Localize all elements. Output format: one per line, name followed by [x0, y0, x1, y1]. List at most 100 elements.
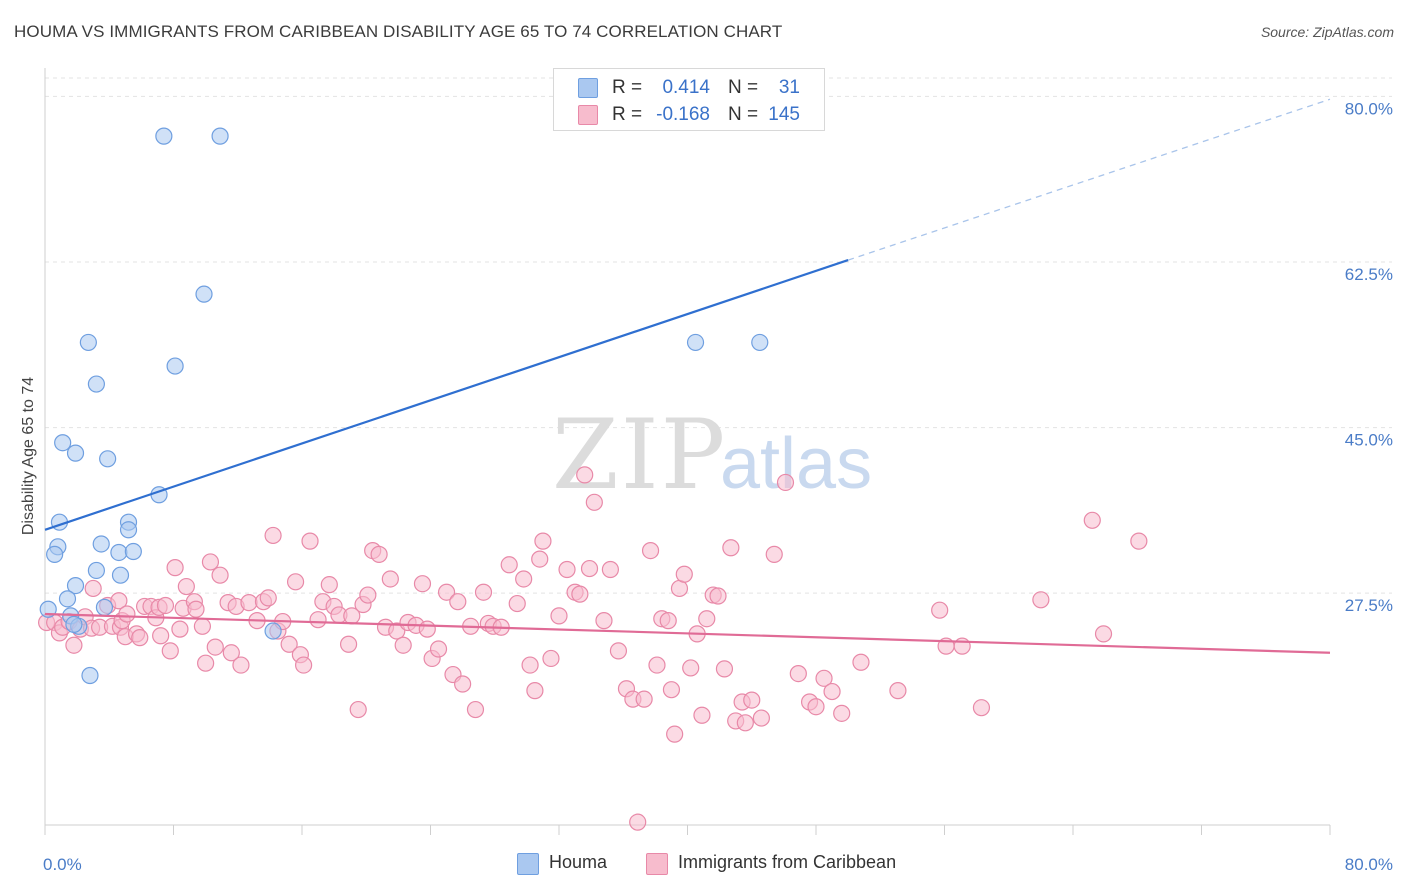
caribbean-point-129 [765, 545, 783, 563]
legend-r-value: 0.414 [662, 77, 710, 98]
data-points [38, 127, 1148, 831]
caribbean-trend-line [44, 612, 1331, 654]
houma-point-21 [58, 590, 77, 608]
caribbean-point-17 [118, 605, 136, 623]
caribbean-point-33 [193, 617, 212, 635]
caribbean-point-82 [474, 583, 493, 601]
houma-point-14 [92, 535, 110, 553]
caribbean-point-61 [349, 700, 367, 719]
caribbean-point-24 [152, 627, 170, 645]
caribbean-point-50 [286, 573, 305, 591]
x-tick-label-max: 80.0% [1345, 855, 1393, 874]
caribbean-point-137 [852, 653, 870, 671]
caribbean-point-53 [301, 532, 319, 550]
chart-source: Source: ZipAtlas.com [1260, 24, 1394, 40]
legend-label-houma: Houma [549, 852, 608, 872]
x-tick-marks [44, 825, 1331, 835]
caribbean-point-28 [171, 620, 189, 638]
caribbean-point-88 [515, 570, 533, 588]
houma-point-4 [166, 357, 184, 375]
caribbean-point-41 [232, 656, 250, 674]
caribbean-point-42 [240, 594, 258, 612]
caribbean-point-34 [197, 654, 215, 672]
houma-point-1 [211, 127, 229, 145]
caribbean-point-109 [648, 656, 666, 674]
caribbean-point-146 [1130, 532, 1148, 550]
gridlines [45, 77, 1392, 594]
caribbean-point-103 [609, 642, 628, 660]
caribbean-point-49 [280, 635, 298, 653]
caribbean-point-123 [722, 539, 740, 557]
caribbean-point-135 [823, 682, 841, 701]
legend-r-label: R = [612, 104, 643, 125]
houma-point-20 [111, 566, 130, 584]
caribbean-point-116 [682, 659, 700, 677]
y-tick-label-0: 27.5% [1345, 596, 1393, 615]
caribbean-point-86 [500, 556, 518, 574]
y-tick-label-3: 80.0% [1345, 99, 1393, 118]
caribbean-point-32 [187, 600, 205, 618]
houma-point-8 [99, 450, 117, 468]
caribbean-point-142 [972, 699, 991, 717]
houma-point-26 [686, 333, 705, 352]
caribbean-point-93 [542, 649, 560, 668]
legend-n-value: 145 [768, 104, 800, 125]
caribbean-point-115 [675, 565, 693, 583]
stats-legend: R = 0.414 N = 31 R = -0.168 N = 145 [553, 68, 825, 131]
houma-point-23 [95, 598, 114, 616]
caribbean-point-106 [629, 813, 647, 831]
legend-n-value: 31 [778, 77, 800, 98]
caribbean-point-54 [309, 611, 327, 629]
caribbean-point-118 [693, 706, 711, 724]
caribbean-point-97 [571, 585, 589, 603]
caribbean-point-25 [156, 596, 175, 615]
legend-label-caribbean: Immigrants from Caribbean [678, 852, 897, 872]
caribbean-point-30 [177, 577, 195, 596]
trend-lines [44, 98, 1331, 654]
caribbean-point-126 [736, 714, 754, 732]
watermark-atlas: atlas [720, 424, 872, 504]
caribbean-point-107 [635, 690, 653, 708]
caribbean-point-35 [201, 553, 220, 571]
caribbean-point-111 [659, 612, 677, 630]
caribbean-point-46 [264, 526, 282, 545]
caribbean-point-13 [110, 592, 128, 610]
legend-swatch-houma [578, 78, 598, 98]
caribbean-point-134 [815, 669, 833, 687]
caribbean-point-36 [206, 638, 224, 656]
caribbean-point-90 [526, 682, 544, 700]
y-tick-label-1: 45.0% [1345, 431, 1393, 450]
caribbean-point-138 [889, 682, 907, 700]
caribbean-point-27 [166, 559, 184, 577]
caribbean-point-73 [418, 620, 436, 638]
caribbean-point-108 [641, 541, 660, 560]
caribbean-point-5 [65, 636, 83, 654]
legend-row-houma: R = 0.414 N = 31 [554, 75, 824, 101]
caribbean-point-143 [1032, 591, 1050, 609]
legend-r-label: R = [612, 77, 643, 98]
houma-point-29 [81, 666, 99, 685]
caribbean-point-19 [131, 629, 149, 647]
caribbean-point-52 [295, 656, 313, 674]
caribbean-point-114 [670, 579, 689, 598]
houma-point-28 [264, 622, 282, 640]
caribbean-point-139 [931, 601, 949, 619]
caribbean-point-113 [666, 725, 684, 743]
caribbean-point-63 [359, 586, 377, 604]
caribbean-point-37 [211, 566, 229, 584]
caribbean-point-136 [833, 704, 851, 722]
caribbean-point-133 [807, 698, 825, 716]
caribbean-point-119 [698, 610, 716, 628]
caribbean-point-131 [789, 664, 807, 683]
houma-trend-line [44, 259, 849, 531]
houma-point-16 [124, 542, 142, 561]
houma-point-3 [79, 333, 97, 352]
x-tick-label-min: 0.0% [43, 855, 82, 874]
caribbean-point-130 [776, 473, 795, 492]
caribbean-point-45 [259, 589, 277, 607]
caribbean-point-9 [84, 579, 102, 598]
houma-point-18 [87, 561, 106, 580]
houma-point-15 [110, 543, 128, 562]
houma-point-2 [195, 285, 213, 303]
houma-point-27 [751, 333, 769, 352]
